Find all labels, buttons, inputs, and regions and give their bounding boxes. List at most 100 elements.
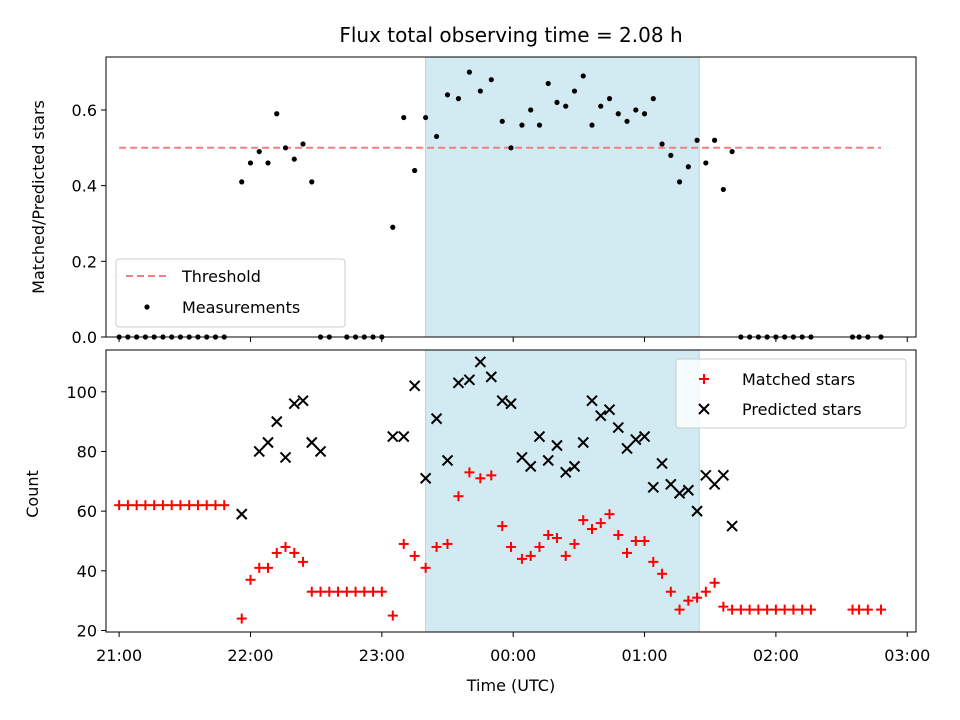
measurement-point — [676, 179, 683, 185]
ratio-y-tick-label: 0.4 — [72, 177, 97, 196]
measurement-point — [571, 88, 578, 94]
measurement-point — [401, 114, 407, 121]
predicted-star-point — [700, 469, 712, 482]
matched-star-point — [420, 562, 431, 573]
count-legend-box — [675, 358, 907, 429]
measurement-point — [477, 88, 483, 94]
matched-star-point — [210, 500, 221, 511]
matched-star-point — [770, 604, 781, 615]
predicted-star-point — [560, 466, 572, 479]
predicted-star-point — [441, 454, 454, 467]
ratio-panel-frame — [105, 56, 917, 338]
matched-star-point — [387, 610, 398, 621]
matched-star-point — [368, 586, 379, 597]
predicted-star-point — [430, 412, 443, 425]
ratio-legend: Threshold Measurements — [115, 258, 346, 328]
matched-star-point — [753, 604, 764, 615]
predicted-star-point — [665, 478, 677, 490]
predicted-star-point — [505, 398, 517, 410]
measurement-point — [433, 133, 440, 140]
count-panel-frame — [105, 349, 917, 633]
matched-star-point — [630, 535, 641, 546]
matched-star-point — [280, 541, 291, 552]
matched-star-point — [409, 550, 420, 561]
measurement-point — [519, 122, 525, 128]
matched-star-point — [219, 500, 230, 511]
matched-star-point — [289, 547, 300, 558]
measurement-point — [589, 122, 595, 128]
matched-star-point — [744, 604, 755, 615]
predicted-star-point — [630, 433, 642, 446]
measurement-point — [508, 145, 514, 151]
matched-star-point — [604, 509, 615, 520]
measurement-point — [711, 137, 718, 143]
matched-star-point — [587, 524, 597, 535]
matched-star-point — [735, 604, 746, 615]
predicted-star-point — [542, 454, 554, 467]
matched-star-point — [359, 586, 370, 597]
measurement-point — [499, 118, 505, 124]
predicted-star-point — [485, 371, 498, 383]
measurement-point — [641, 111, 648, 117]
predicted-star-point — [568, 460, 581, 473]
matched-star-point — [486, 470, 497, 481]
chart-title: Flux total observing time = 2.08 h — [339, 23, 682, 47]
measurement-point — [528, 107, 534, 113]
predicted-star-point — [656, 457, 668, 470]
ratio-y-tick-label: 0.0 — [72, 328, 97, 347]
predicted-star-point — [306, 436, 318, 449]
matched-star-point — [665, 586, 676, 597]
matched-star-point — [298, 556, 309, 567]
matched-star-point — [560, 550, 571, 561]
predicted-star-point — [691, 505, 703, 517]
predicted-star-point — [577, 436, 589, 449]
ratio-y-tick-label: 0.2 — [72, 252, 97, 271]
ratio-y-axis-label: Matched/Predicted stars — [29, 100, 48, 294]
ratio-y-tick-label: 0.6 — [72, 101, 97, 120]
matched-star-point — [543, 530, 554, 541]
matched-star-point — [700, 586, 711, 597]
count-y-tick-label: 20 — [77, 622, 97, 641]
count-x-ticks: 21:00 22:00 23:00 00:00 01:00 02:00 03:00 — [96, 632, 930, 665]
measurement-point — [291, 156, 297, 162]
x-tick-label: 21:00 — [96, 646, 142, 665]
measurement-point — [300, 141, 306, 147]
matched-star-point — [718, 601, 729, 612]
matched-star-point — [254, 562, 265, 573]
measurement-point — [444, 92, 451, 98]
measurement-point — [256, 148, 262, 155]
measurement-point — [650, 96, 656, 102]
predicted-star-point — [387, 430, 399, 443]
measurement-point — [274, 111, 280, 117]
measurement-point — [580, 73, 586, 79]
predicted-star-point — [452, 377, 465, 389]
matched-star-point — [149, 500, 160, 511]
matched-star-point — [862, 604, 873, 615]
x-tick-label: 23:00 — [359, 646, 405, 665]
matched-star-point — [166, 500, 177, 511]
measurement-point — [606, 96, 613, 102]
predicted-star-point — [595, 409, 607, 422]
matched-star-point — [453, 491, 464, 502]
measurement-point — [466, 69, 473, 75]
matched-star-point — [263, 562, 273, 573]
matched-star-point — [854, 604, 865, 615]
measurement-point — [390, 224, 396, 230]
matched-star-point — [464, 467, 475, 478]
predicted-star-point — [673, 487, 686, 499]
predicted-star-point — [717, 469, 730, 482]
predicted-star-point — [682, 484, 695, 496]
measurement-point — [545, 80, 551, 87]
legend-predicted-label: Predicted stars — [742, 400, 862, 419]
predicted-star-point — [586, 395, 598, 407]
matched-star-point — [333, 586, 344, 597]
ratio-y-ticks: 0.0 0.2 0.4 0.6 — [72, 101, 106, 347]
matched-star-point — [797, 604, 808, 615]
measurement-point — [309, 179, 315, 185]
count-y-tick-label: 80 — [77, 442, 97, 461]
predicted-star-point — [408, 380, 421, 392]
matched-star-point — [271, 547, 282, 558]
measurement-point — [720, 186, 726, 193]
matched-star-point — [376, 586, 387, 597]
matched-star-point — [683, 595, 694, 606]
